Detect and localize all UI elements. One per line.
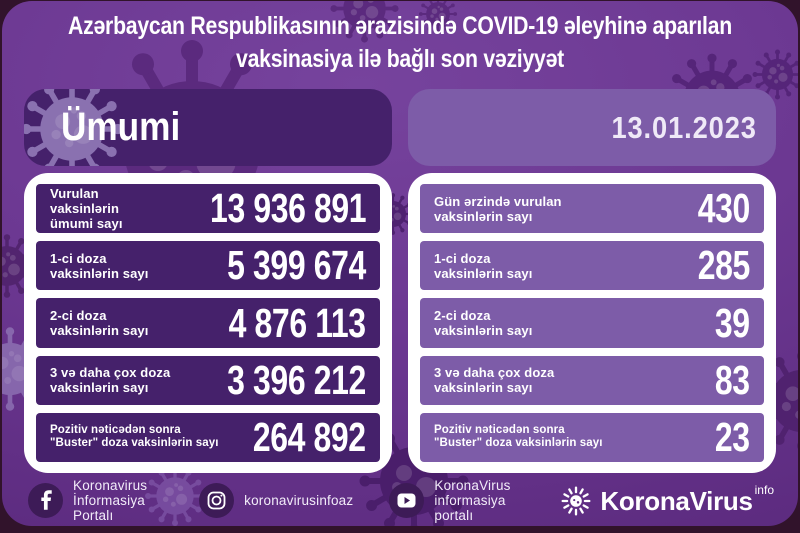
instagram-icon (199, 483, 235, 518)
logo-text: KoronaVirus (600, 485, 753, 516)
facebook-icon (28, 483, 63, 518)
stat-row-booster-dose: Pozitiv nəticədən sonra "Buster" doza va… (420, 412, 764, 463)
total-stats-panel: Vurulan vaksinlərin ümumi sayı 13 936 89… (24, 173, 392, 473)
stat-label: 1-ci doza vaksinlərin sayı (434, 250, 533, 281)
stat-label: Vurulan vaksinlərin ümumi sayı (50, 186, 123, 232)
logo-superscript: info (754, 482, 774, 497)
stat-label: 1-ci doza vaksinlərin sayı (50, 250, 149, 281)
stat-label: Pozitiv nəticədən sonra "Buster" doza va… (50, 423, 219, 450)
stat-value: 430 (697, 185, 751, 232)
stat-label: 2-ci doza vaksinlərin sayı (434, 308, 533, 338)
stat-value: 39 (715, 299, 750, 346)
stat-row-second-dose: 2-ci doza vaksinlərin sayı 4 876 113 (36, 298, 380, 348)
youtube-icon (389, 483, 425, 518)
stat-value: 3 396 212 (227, 356, 366, 403)
stat-value: 285 (697, 242, 751, 289)
youtube-link[interactable]: KoronaVirus informasiya portalı (389, 478, 524, 523)
daily-panel-header: 13.01.2023 (408, 89, 776, 166)
stat-value: 13 936 891 (209, 185, 367, 232)
koronavirus-info-logo: KoronaVirus info (560, 482, 774, 517)
daily-stats-panel: Gün ərzində vurulan vaksinlərin sayı 430… (408, 173, 776, 473)
stat-row-third-dose: 3 və daha çox doza vaksinlərin sayı 83 (420, 355, 764, 405)
virus-sun-icon (561, 486, 591, 515)
stat-label: 3 və daha çox doza vaksinlərin sayı (50, 365, 171, 396)
instagram-link[interactable]: koronavirusinfoaz (199, 483, 353, 518)
stat-row-first-dose: 1-ci doza vaksinlərin sayı 285 (420, 241, 764, 291)
page-title: Azərbaycan Respublikasının ərazisində CO… (2, 10, 798, 76)
stat-value: 5 399 674 (227, 242, 366, 289)
stat-value: 23 (715, 413, 750, 460)
stat-row-daily-vaccines: Gün ərzində vurulan vaksinlərin sayı 430 (420, 184, 764, 234)
stat-label: Gün ərzində vurulan vaksinlərin sayı (434, 193, 562, 224)
stat-row-first-dose: 1-ci doza vaksinlərin sayı 5 399 674 (36, 241, 380, 291)
total-panel-title: Ümumi (60, 105, 181, 149)
stat-value: 83 (715, 356, 750, 403)
stat-row-second-dose: 2-ci doza vaksinlərin sayı 39 (420, 298, 764, 348)
stat-value: 264 892 (253, 413, 366, 460)
stat-row-third-dose: 3 və daha çox doza vaksinlərin sayı 3 39… (36, 355, 380, 405)
total-panel-header: Ümumi (24, 89, 392, 166)
instagram-label: koronavirusinfoaz (244, 493, 354, 508)
page-title-line2: vaksinasiya ilə bağlı son vəziyyət (236, 45, 564, 73)
footer: Koronavirus İnformasiya Portalı koronavi… (2, 469, 798, 526)
stat-label: 2-ci doza vaksinlərin sayı (50, 308, 149, 338)
stat-label: 3 və daha çox doza vaksinlərin sayı (434, 365, 555, 396)
stat-label: Pozitiv nəticədən sonra "Buster" doza va… (434, 423, 603, 450)
page-title-line1: Azərbaycan Respublikasının ərazisində CO… (68, 12, 732, 40)
youtube-label: KoronaVirus informasiya portalı (434, 478, 511, 523)
facebook-link[interactable]: Koronavirus İnformasiya Portalı (28, 478, 163, 523)
stat-row-booster-dose: Pozitiv nəticədən sonra "Buster" doza va… (36, 412, 380, 463)
stat-row-total-vaccines: Vurulan vaksinlərin ümumi sayı 13 936 89… (36, 184, 380, 234)
facebook-label: Koronavirus İnformasiya Portalı (73, 478, 148, 523)
report-date: 13.01.2023 (611, 109, 757, 145)
stat-value: 4 876 113 (229, 299, 366, 346)
